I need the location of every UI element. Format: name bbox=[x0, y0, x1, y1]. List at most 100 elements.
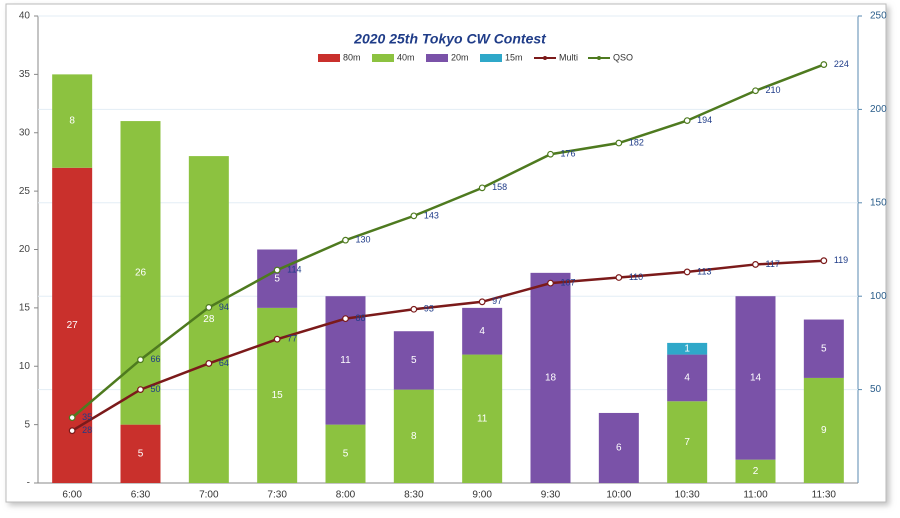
line-label: 107 bbox=[561, 277, 576, 287]
bar-label: 28 bbox=[203, 314, 215, 325]
line-point bbox=[68, 414, 76, 422]
bar-segment bbox=[393, 331, 434, 390]
y-tick-label: 5 bbox=[24, 419, 30, 430]
bar-label: 7 bbox=[684, 437, 690, 448]
line-point bbox=[342, 315, 349, 323]
line-label: 77 bbox=[287, 334, 297, 344]
y-tick-label: 35 bbox=[19, 69, 31, 80]
line-point bbox=[410, 305, 418, 313]
bar-label: 6 bbox=[616, 443, 622, 454]
line-label: 88 bbox=[356, 313, 366, 323]
legend-label: QSO bbox=[613, 52, 633, 62]
line-point bbox=[137, 386, 144, 394]
line-point bbox=[410, 212, 418, 220]
legend-swatch bbox=[318, 54, 340, 62]
bar-label: 5 bbox=[821, 343, 827, 354]
legend-label: 40m bbox=[397, 52, 415, 62]
bar-segment bbox=[735, 459, 776, 483]
line-label: 114 bbox=[287, 264, 301, 274]
line-label: 35 bbox=[82, 412, 92, 422]
bar-segment bbox=[803, 377, 844, 483]
bar-label: 11 bbox=[340, 355, 351, 366]
bar-label: 14 bbox=[750, 373, 762, 384]
bar-label: 4 bbox=[684, 373, 690, 384]
line-label: 93 bbox=[424, 304, 434, 314]
line-label: 94 bbox=[219, 302, 229, 312]
line-point bbox=[752, 87, 759, 95]
y2-tick-label: 250 bbox=[870, 11, 887, 22]
bar-segment bbox=[52, 74, 93, 168]
line-point bbox=[752, 261, 759, 268]
y2-tick-label: 100 bbox=[870, 291, 887, 302]
bar-label: 8 bbox=[69, 116, 75, 127]
y2-tick-label: 200 bbox=[870, 104, 887, 115]
bar-label: 27 bbox=[67, 320, 79, 331]
line-label: 117 bbox=[766, 259, 780, 269]
legend-label: 80m bbox=[343, 52, 361, 62]
line bbox=[71, 259, 824, 432]
bar-label: 9 bbox=[821, 425, 827, 436]
legend-swatch bbox=[372, 54, 394, 62]
bar-segment bbox=[325, 424, 366, 483]
x-tick-label: 6:00 bbox=[62, 490, 82, 501]
bar-label: 1 bbox=[684, 343, 690, 354]
chart-title: 2020 25th Tokyo CW Contest bbox=[353, 31, 547, 47]
x-tick-label: 7:00 bbox=[199, 490, 219, 501]
line-point bbox=[820, 257, 828, 265]
line-label: 119 bbox=[834, 255, 848, 265]
y-tick-label: 40 bbox=[19, 11, 31, 22]
line-point bbox=[205, 304, 213, 311]
legend-swatch bbox=[426, 54, 448, 62]
line-label: 113 bbox=[697, 266, 711, 276]
bar-segment bbox=[462, 307, 503, 355]
y-tick-label: 10 bbox=[19, 361, 31, 372]
line-label: 64 bbox=[219, 358, 229, 368]
line-point bbox=[205, 360, 213, 367]
line-point bbox=[478, 298, 486, 306]
bar-segment bbox=[462, 354, 503, 483]
line-label: 182 bbox=[629, 137, 644, 147]
y-tick-label: 25 bbox=[19, 186, 31, 197]
line-point bbox=[547, 279, 554, 287]
x-tick-label: 9:00 bbox=[472, 490, 492, 501]
bar-segment bbox=[530, 272, 571, 483]
bar-label: 8 bbox=[411, 431, 417, 442]
line-label: 194 bbox=[697, 115, 712, 125]
legend-swatch bbox=[597, 56, 601, 60]
x-tick-label: 10:30 bbox=[675, 490, 700, 501]
line-label: 210 bbox=[766, 85, 781, 95]
line-label: 50 bbox=[151, 384, 161, 394]
bar-segment bbox=[803, 319, 844, 378]
line-point bbox=[683, 117, 691, 125]
bar-segment bbox=[735, 296, 776, 460]
legend-label: 15m bbox=[505, 52, 523, 62]
bar-label: 11 bbox=[477, 413, 488, 424]
bar-label: 5 bbox=[138, 448, 144, 459]
y2-tick-label: 150 bbox=[870, 197, 887, 208]
bar-segment bbox=[667, 354, 708, 402]
y-tick-label: 20 bbox=[19, 244, 31, 255]
bar-segment bbox=[598, 412, 639, 483]
bar-label: 15 bbox=[272, 390, 284, 401]
legend-label: 20m bbox=[451, 52, 469, 62]
line-label: 97 bbox=[492, 296, 502, 306]
line-point bbox=[68, 427, 76, 435]
y-tick-label: - bbox=[27, 478, 30, 489]
bar-segment bbox=[667, 401, 708, 483]
line-point bbox=[273, 335, 281, 343]
x-tick-label: 11:00 bbox=[743, 490, 768, 501]
line-point bbox=[615, 139, 623, 147]
line-point bbox=[273, 266, 281, 274]
x-tick-label: 7:30 bbox=[267, 490, 287, 501]
line-label: 110 bbox=[629, 272, 643, 282]
line-label: 176 bbox=[561, 149, 576, 159]
legend-swatch bbox=[543, 56, 547, 60]
x-tick-label: 10:00 bbox=[606, 490, 631, 501]
y-tick-label: 15 bbox=[19, 303, 31, 314]
legend: 80m 40m 20m 15m Multi QSO bbox=[318, 52, 633, 62]
line-label: 224 bbox=[834, 59, 849, 69]
bar-segment bbox=[188, 156, 229, 483]
line-label: 130 bbox=[356, 235, 371, 245]
bar-label: 18 bbox=[545, 373, 557, 384]
